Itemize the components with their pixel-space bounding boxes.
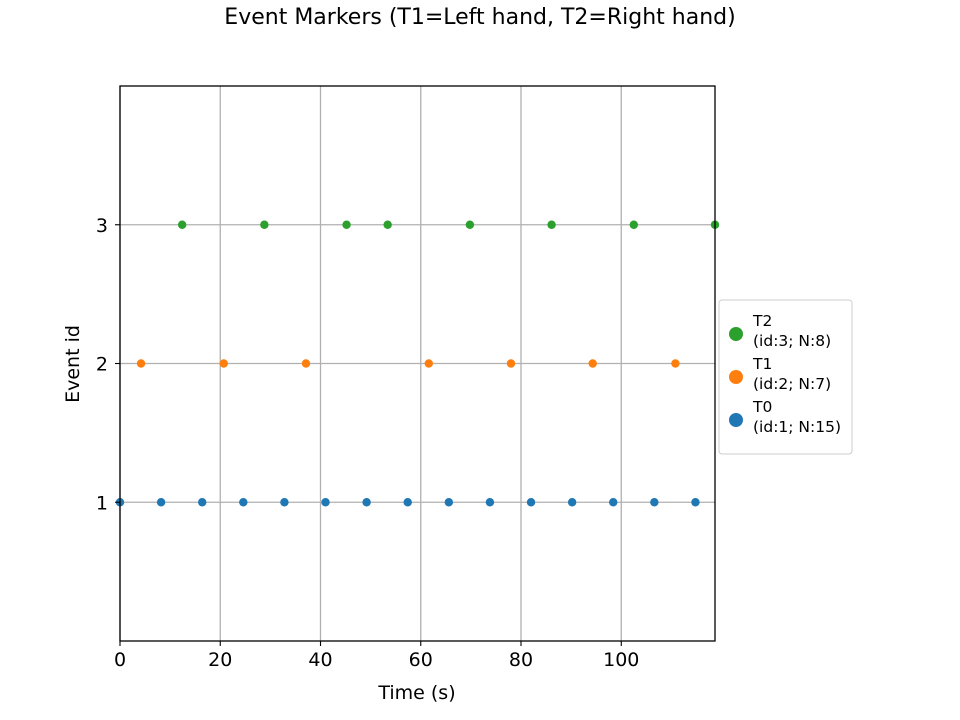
data-point: [444, 498, 454, 507]
data-point: [177, 220, 187, 229]
data-point: [198, 498, 207, 507]
data-point: [588, 359, 597, 368]
data-point: [383, 220, 392, 229]
data-point: [219, 359, 228, 368]
x-tick-label: 0: [114, 649, 126, 671]
grid-lines: [119, 86, 715, 641]
x-tick-label: 100: [603, 649, 639, 671]
data-point: [424, 359, 433, 368]
data-point: [650, 498, 659, 507]
data-point: [506, 359, 516, 368]
legend-marker: [729, 413, 743, 427]
legend-sublabel: (id:3; N:8): [753, 332, 831, 350]
legend-marker: [729, 370, 743, 384]
legend-box: [718, 299, 853, 455]
x-tick-label: 40: [308, 649, 332, 671]
data-point: [465, 220, 475, 229]
data-point: [362, 498, 371, 507]
data-point: [342, 220, 351, 229]
y-tick-label: 1: [96, 492, 108, 514]
data-point: [609, 498, 618, 507]
y-axis-ticks: 1 2 3: [96, 215, 120, 514]
y-tick-label: 2: [96, 354, 108, 376]
y-axis-label: Event id: [62, 325, 84, 403]
legend-label: T0: [752, 398, 772, 416]
data-point: [629, 220, 638, 229]
chart-title: Event Markers (T1=Left hand, T2=Right ha…: [224, 5, 735, 30]
data-point: [280, 498, 289, 507]
x-axis-label: Time (s): [377, 682, 455, 704]
data-point: [403, 498, 412, 507]
y-tick-label: 3: [96, 215, 108, 237]
data-point: [321, 498, 330, 507]
x-axis-ticks: 0 20 40 60 80 100: [114, 641, 639, 671]
data-point: [239, 498, 248, 507]
data-point: [485, 498, 495, 507]
data-point: [547, 220, 556, 229]
x-tick-label: 60: [409, 649, 433, 671]
legend-sublabel: (id:2; N:7): [753, 375, 831, 393]
legend: T2 (id:3; N:8) T1 (id:2; N:7) T0 (id:1; N:15): [718, 299, 853, 455]
data-point: [301, 359, 311, 368]
data-point: [260, 220, 269, 229]
data-points: [115, 220, 720, 507]
data-point: [567, 498, 577, 507]
series-T1: [136, 359, 680, 368]
x-tick-label: 20: [208, 649, 232, 671]
legend-label: T1: [752, 355, 772, 373]
data-point: [136, 359, 146, 368]
legend-label: T2: [752, 312, 772, 330]
data-point: [156, 498, 166, 507]
series-T0: [115, 498, 700, 507]
data-point: [691, 498, 700, 507]
data-point: [526, 498, 536, 507]
legend-marker: [729, 327, 743, 341]
x-tick-label: 80: [509, 649, 533, 671]
legend-sublabel: (id:1; N:15): [753, 418, 841, 436]
data-point: [671, 359, 680, 368]
